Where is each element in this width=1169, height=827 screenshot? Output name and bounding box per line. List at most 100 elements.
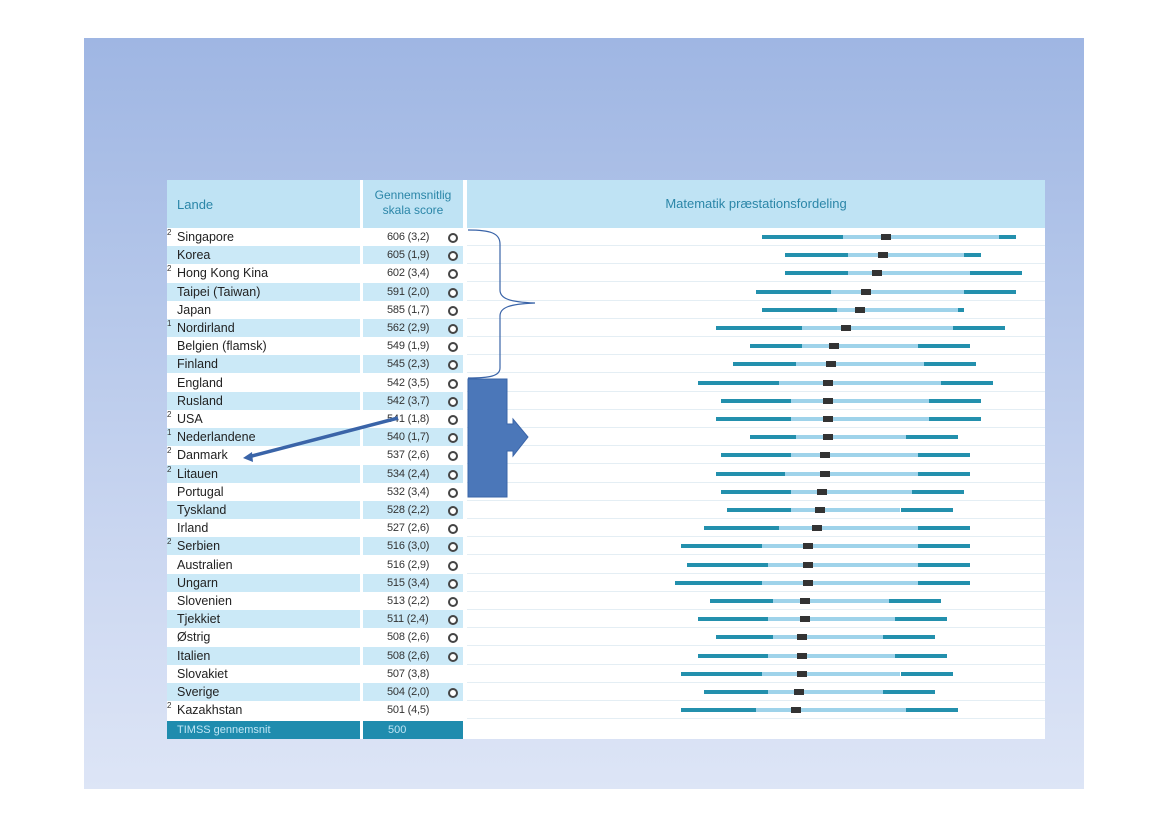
- distribution-mean-marker: [803, 579, 814, 586]
- distribution-high-bar: [923, 362, 976, 367]
- row-divider: [467, 700, 1045, 701]
- distribution-mid-bar: [796, 362, 924, 367]
- header-countries: Lande: [167, 180, 360, 228]
- table-row: 2 Singapore 606 (3,2): [167, 228, 1045, 246]
- row-label-cell: Finland 545 (2,3): [167, 355, 463, 374]
- row-label-cell: Tjekkiet 511 (2,4): [167, 610, 463, 629]
- table-row: 1 Nederlandene 540 (1,7): [167, 428, 1045, 447]
- distribution-high-bar: [917, 544, 970, 549]
- row-label-cell: Ungarn 515 (3,4): [167, 573, 463, 592]
- distribution-mid-bar: [773, 635, 884, 640]
- distribution-mid-bar: [784, 471, 918, 476]
- distribution-mean-marker: [817, 488, 828, 495]
- average-score: 602 (3,4): [387, 267, 430, 280]
- header-score-line1: Gennemsnitlig: [374, 188, 452, 202]
- average-score: 542 (3,7): [387, 394, 430, 407]
- distribution-mid-bar: [790, 398, 930, 403]
- distribution-high-bar: [883, 635, 936, 640]
- average-score: 508 (2,6): [387, 631, 430, 644]
- distribution-high-bar: [952, 326, 1005, 330]
- average-score: 513 (2,2): [387, 595, 430, 607]
- table-row: Taipei (Taiwan) 591 (2,0): [167, 282, 1045, 301]
- table-row: Slovakiet 507 (3,8): [167, 665, 1045, 683]
- distribution-mid-bar: [802, 326, 953, 330]
- country-name: Serbien: [177, 539, 221, 554]
- distribution-high-bar: [964, 289, 1017, 294]
- distribution-low-bar: [756, 289, 832, 294]
- table-row: Italien 508 (2,6): [167, 646, 1045, 665]
- average-score: 527 (2,6): [387, 522, 430, 535]
- distribution-mean-marker: [820, 470, 831, 477]
- significance-circle-icon: [448, 378, 458, 389]
- row-divider: [467, 263, 1045, 265]
- row-divider: [467, 499, 1045, 501]
- table-row: 2 Hong Kong Kina 602 (3,4): [167, 264, 1045, 283]
- row-label-cell: England 542 (3,5): [167, 374, 463, 392]
- average-score: 585 (1,7): [387, 303, 430, 316]
- significance-circle-icon: [448, 269, 458, 280]
- distribution-mid-bar: [767, 617, 895, 622]
- column-divider: [360, 180, 363, 739]
- distribution-mid-bar: [779, 380, 941, 385]
- country-name: Tyskland: [177, 503, 227, 517]
- distribution-low-bar: [727, 508, 791, 512]
- average-score: 540 (1,7): [387, 431, 430, 444]
- distribution-mean-marker: [872, 270, 883, 277]
- row-divider: [467, 317, 1045, 319]
- country-name: Ungarn: [177, 575, 218, 590]
- table-row: 2 Danmark 537 (2,6): [167, 446, 1045, 465]
- distribution-low-bar: [680, 671, 762, 676]
- distribution-mid-bar: [767, 653, 895, 658]
- distribution-high-bar: [912, 489, 965, 494]
- country-name: Tjekkiet: [177, 612, 221, 627]
- significance-circle-icon: [448, 360, 458, 371]
- country-name: Kazakhstan: [177, 703, 243, 718]
- table-row: Slovenien 513 (2,2): [167, 592, 1045, 610]
- row-divider: [467, 718, 1045, 720]
- distribution-mean-marker: [823, 397, 834, 404]
- distribution-high-bar: [894, 653, 947, 658]
- row-divider: [467, 536, 1045, 538]
- average-score: 591 (2,0): [387, 285, 430, 298]
- row-label-cell: Rusland 542 (3,7): [167, 391, 463, 410]
- significance-circle-icon: [448, 633, 458, 644]
- distribution-low-bar: [680, 708, 756, 713]
- distribution-mean-marker: [797, 652, 808, 659]
- significance-circle-icon: [448, 324, 458, 334]
- distribution-high-bar: [906, 435, 959, 440]
- average-score: 504 (2,0): [387, 686, 430, 698]
- row-divider: [467, 281, 1045, 283]
- table-row: England 542 (3,5): [167, 374, 1045, 392]
- distribution-low-bar: [703, 690, 768, 694]
- row-divider: [467, 572, 1045, 574]
- header-average-score: Gennemsnitlig skala score: [363, 180, 463, 228]
- average-score: 606 (3,2): [387, 231, 430, 243]
- country-name: Taipei (Taiwan): [177, 284, 261, 299]
- row-divider: [467, 245, 1045, 246]
- table-row: Irland 527 (2,6): [167, 519, 1045, 538]
- country-name: Finland: [177, 357, 218, 372]
- distribution-low-bar: [698, 380, 780, 385]
- average-score: 562 (2,9): [387, 322, 430, 334]
- row-label-cell: Østrig 508 (2,6): [167, 628, 463, 646]
- distribution-mid-bar: [790, 508, 901, 512]
- country-name: Østrig: [177, 630, 211, 645]
- table-row: Korea 605 (1,9): [167, 246, 1045, 265]
- significance-circle-icon: [448, 578, 458, 589]
- distribution-mid-bar: [831, 289, 965, 294]
- row-divider: [467, 372, 1045, 374]
- country-name: Belgien (flamsk): [177, 339, 267, 354]
- distribution-high-bar: [998, 235, 1017, 239]
- distribution-mean-marker: [860, 288, 871, 295]
- distribution-high-bar: [964, 253, 982, 258]
- distribution-low-bar: [715, 417, 791, 421]
- country-name: Nederlandene: [177, 430, 256, 445]
- distribution-mean-marker: [811, 525, 822, 532]
- significance-circle-icon: [448, 305, 458, 316]
- distribution-mean-marker: [823, 434, 834, 441]
- table-row: Ungarn 515 (3,4): [167, 573, 1045, 592]
- table-row: 2 Kazakhstan 501 (4,5): [167, 701, 1045, 720]
- table-row: Japan 585 (1,7): [167, 301, 1045, 319]
- row-divider: [467, 299, 1045, 301]
- row-divider: [467, 336, 1045, 337]
